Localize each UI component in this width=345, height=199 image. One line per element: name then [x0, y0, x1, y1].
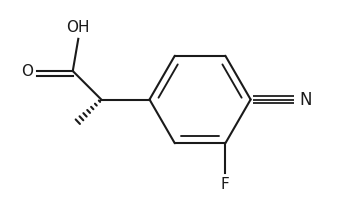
Text: F: F: [221, 177, 230, 192]
Text: OH: OH: [67, 20, 90, 35]
Text: N: N: [299, 91, 312, 108]
Text: O: O: [21, 63, 33, 79]
